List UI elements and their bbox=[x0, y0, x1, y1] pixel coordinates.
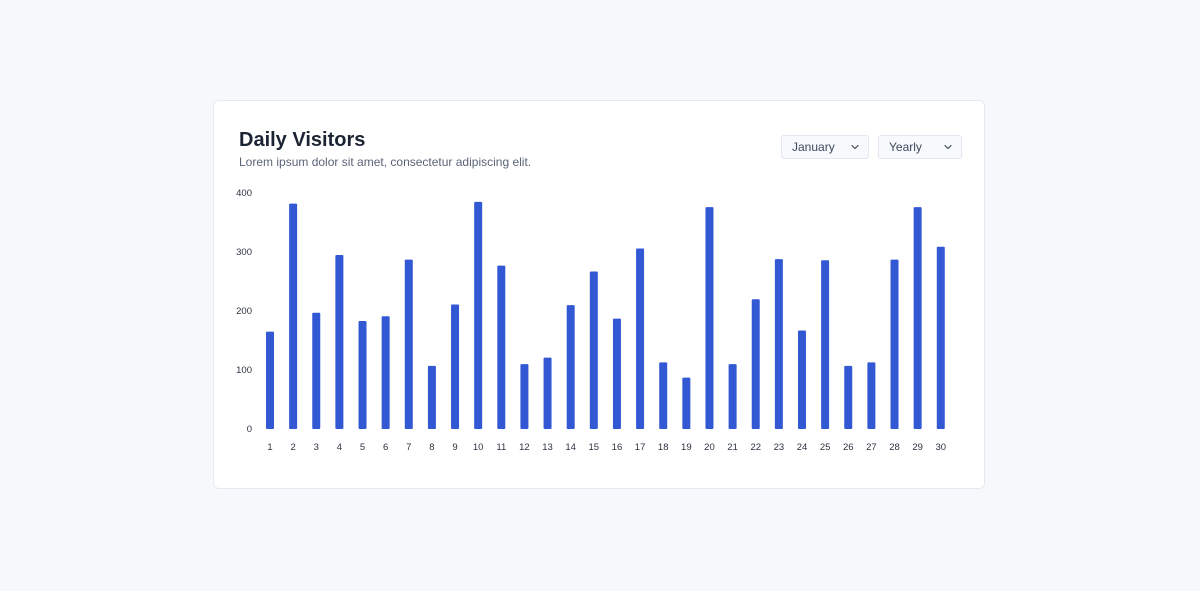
y-tick-label: 0 bbox=[247, 424, 252, 435]
x-tick-label: 17 bbox=[635, 442, 646, 453]
x-tick-label: 26 bbox=[843, 442, 854, 453]
x-tick-label: 8 bbox=[429, 442, 434, 453]
x-tick-label: 28 bbox=[889, 442, 900, 453]
x-tick-label: 10 bbox=[473, 442, 484, 453]
bar-day-29[interactable] bbox=[913, 207, 922, 429]
bar-day-10[interactable] bbox=[474, 201, 483, 429]
bar-day-18[interactable] bbox=[659, 362, 668, 429]
bar-day-3[interactable] bbox=[312, 312, 321, 429]
month-select[interactable]: January bbox=[781, 135, 869, 159]
bar-day-2[interactable] bbox=[289, 203, 298, 429]
y-tick-label: 100 bbox=[236, 365, 252, 376]
x-tick-label: 3 bbox=[314, 442, 319, 453]
x-axis: 1 2 3 4 5 6 7 8 9 10 11 12 13 14 15 16 17 18 19 20 21 22 23 24 2… bbox=[267, 442, 946, 453]
x-tick-label: 4 bbox=[337, 442, 342, 453]
y-tick-label: 200 bbox=[236, 306, 252, 317]
month-select-value: January bbox=[792, 140, 835, 154]
chevron-down-icon bbox=[944, 144, 952, 150]
bar-day-5[interactable] bbox=[358, 321, 367, 429]
bar-day-1[interactable] bbox=[266, 331, 274, 429]
x-tick-label: 9 bbox=[452, 442, 457, 453]
x-tick-label: 23 bbox=[774, 442, 785, 453]
period-select-value: Yearly bbox=[889, 140, 922, 154]
bar-day-25[interactable] bbox=[821, 260, 830, 429]
daily-visitors-card: Daily Visitors Lorem ipsum dolor sit ame… bbox=[213, 100, 985, 489]
x-tick-label: 12 bbox=[519, 442, 530, 453]
bar-day-12[interactable] bbox=[520, 364, 529, 429]
chevron-down-icon bbox=[851, 144, 859, 150]
x-tick-label: 27 bbox=[866, 442, 877, 453]
x-tick-label: 13 bbox=[542, 442, 553, 453]
x-tick-label: 1 bbox=[267, 442, 272, 453]
bar-day-15[interactable] bbox=[589, 271, 598, 429]
x-tick-label: 19 bbox=[681, 442, 692, 453]
x-tick-label: 16 bbox=[612, 442, 623, 453]
bar-day-13[interactable] bbox=[543, 357, 552, 429]
chart-title: Daily Visitors bbox=[239, 129, 366, 151]
y-axis: 0 100 200 300 400 bbox=[236, 188, 252, 435]
x-tick-label: 20 bbox=[704, 442, 715, 453]
bar-day-14[interactable] bbox=[566, 305, 575, 429]
x-tick-label: 7 bbox=[406, 442, 411, 453]
bar-day-22[interactable] bbox=[751, 299, 760, 429]
x-tick-label: 30 bbox=[935, 442, 946, 453]
x-tick-label: 29 bbox=[912, 442, 923, 453]
bar-day-16[interactable] bbox=[612, 318, 621, 429]
y-tick-label: 400 bbox=[236, 188, 252, 199]
chart-subtitle: Lorem ipsum dolor sit amet, consectetur … bbox=[239, 155, 532, 169]
x-tick-label: 15 bbox=[589, 442, 600, 453]
bar-day-30[interactable] bbox=[936, 246, 945, 429]
x-tick-label: 18 bbox=[658, 442, 669, 453]
x-tick-label: 21 bbox=[727, 442, 738, 453]
bar-day-28[interactable] bbox=[890, 259, 899, 429]
x-tick-label: 14 bbox=[565, 442, 576, 453]
x-tick-label: 6 bbox=[383, 442, 388, 453]
bar-day-24[interactable] bbox=[797, 330, 806, 429]
x-tick-label: 11 bbox=[496, 442, 506, 453]
bars bbox=[266, 201, 945, 429]
bar-day-23[interactable] bbox=[774, 259, 783, 429]
bar-day-6[interactable] bbox=[381, 316, 390, 429]
bar-day-9[interactable] bbox=[451, 304, 460, 429]
bar-day-4[interactable] bbox=[335, 254, 344, 429]
bar-day-26[interactable] bbox=[844, 365, 853, 429]
bar-day-19[interactable] bbox=[682, 377, 691, 429]
y-tick-label: 300 bbox=[236, 247, 252, 258]
period-select[interactable]: Yearly bbox=[878, 135, 962, 159]
x-tick-label: 5 bbox=[360, 442, 365, 453]
bar-day-27[interactable] bbox=[867, 362, 876, 429]
bar-day-21[interactable] bbox=[728, 364, 737, 429]
x-tick-label: 25 bbox=[820, 442, 831, 453]
x-tick-label: 2 bbox=[290, 442, 295, 453]
bar-day-7[interactable] bbox=[404, 259, 413, 429]
bar-day-20[interactable] bbox=[705, 207, 714, 429]
bar-day-17[interactable] bbox=[636, 248, 645, 429]
x-tick-label: 22 bbox=[750, 442, 761, 453]
bar-day-11[interactable] bbox=[497, 265, 506, 429]
x-tick-label: 24 bbox=[797, 442, 808, 453]
bar-day-8[interactable] bbox=[427, 365, 436, 429]
